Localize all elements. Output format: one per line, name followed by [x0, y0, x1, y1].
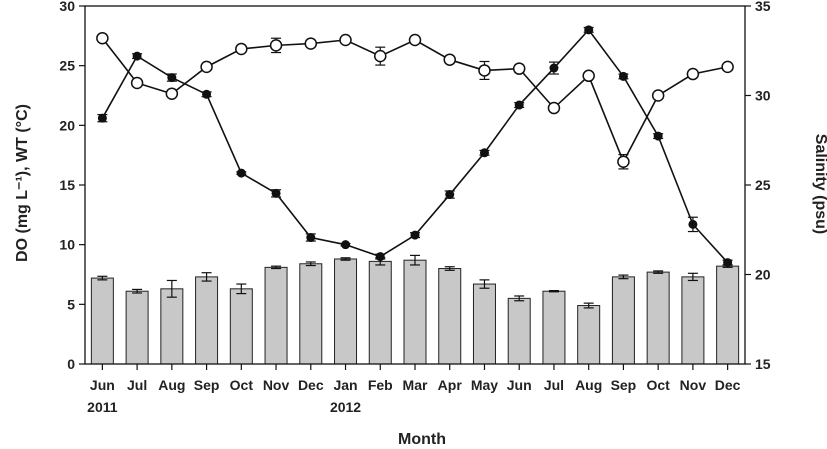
- series-2-point-12: [512, 62, 526, 75]
- bar-14: [577, 305, 601, 365]
- series-2-point-0: [96, 31, 109, 45]
- x-tick-label: Jul: [127, 377, 147, 393]
- bar-1: [125, 290, 149, 365]
- series-2-point-14: [582, 69, 595, 83]
- series-1-point-4: [236, 168, 246, 178]
- x-tick-label: Dec: [298, 377, 324, 393]
- x-tick-label: May: [471, 377, 498, 393]
- x-tick-label: Jun: [507, 377, 532, 393]
- series-1-point-8: [375, 252, 385, 262]
- bar-18: [716, 265, 740, 365]
- series-1-line: [101, 28, 729, 264]
- x-tick-label: Aug: [158, 377, 185, 393]
- series-2-point-5: [269, 39, 283, 52]
- series-2-point-3: [200, 60, 213, 74]
- right-y-axis-title: Salinity (psu): [812, 134, 827, 234]
- series-1-point-11: [479, 148, 489, 158]
- left-tick-label: 25: [59, 58, 75, 74]
- x-axis-title: Month: [398, 431, 446, 448]
- series-1-point-9: [410, 230, 420, 240]
- bar-9: [403, 259, 427, 365]
- series-2-point-10: [443, 53, 456, 66]
- series-2-point-4: [235, 42, 248, 56]
- series-2-point-8: [374, 49, 387, 63]
- series-1-point-2: [167, 73, 177, 83]
- x-tick-label: Oct: [230, 377, 254, 393]
- x-tick-label: Oct: [646, 377, 670, 393]
- bar-7: [334, 258, 358, 365]
- bar-11: [472, 283, 496, 365]
- left-tick-label: 10: [59, 237, 75, 253]
- right-tick-label: 35: [755, 0, 771, 14]
- series-2-point-15: [617, 155, 630, 168]
- bar-12: [507, 297, 531, 365]
- x-tick-label: Feb: [368, 377, 393, 393]
- left-tick-label: 30: [59, 0, 75, 14]
- series-2-point-16: [651, 89, 665, 102]
- right-tick-label: 30: [755, 88, 771, 104]
- x-tick-label: Nov: [680, 377, 707, 393]
- x-tick-label: Sep: [611, 377, 637, 393]
- series-1-point-18: [723, 258, 733, 268]
- bar-5: [264, 266, 288, 365]
- line-series-group: [96, 25, 734, 268]
- bar-10: [438, 268, 462, 365]
- series-1-point-15: [618, 71, 628, 81]
- bar-4: [229, 288, 253, 365]
- series-2-point-17: [686, 67, 700, 81]
- x-tick-label: Mar: [403, 377, 428, 393]
- x-tick-label: Dec: [715, 377, 741, 393]
- series-1-point-7: [341, 240, 351, 250]
- x-tick-label: Aug: [575, 377, 602, 393]
- bar-16: [646, 271, 670, 365]
- right-tick-label: 20: [755, 267, 771, 283]
- series-1-point-0: [97, 113, 107, 123]
- x-tick-label: Jul: [544, 377, 564, 393]
- series-2-point-11: [478, 64, 491, 77]
- series-2-point-18: [721, 60, 734, 74]
- bar-15: [611, 276, 635, 365]
- x-tick-label: Nov: [263, 377, 290, 393]
- series-1-point-14: [584, 25, 594, 35]
- bar-8: [368, 260, 392, 365]
- bar-0: [90, 277, 114, 365]
- series-1-point-6: [306, 233, 316, 243]
- right-tick-label: 25: [755, 177, 771, 193]
- bar-2: [160, 288, 184, 365]
- bar-series-group: [90, 254, 740, 365]
- bar-17: [681, 276, 705, 365]
- series-2-point-13: [547, 101, 561, 115]
- bar-13: [542, 290, 566, 365]
- series-2-point-7: [339, 33, 352, 47]
- left-tick-label: 5: [67, 296, 75, 312]
- x-tick-label: Jun: [90, 377, 115, 393]
- left-tick-label: 20: [59, 117, 75, 133]
- right-tick-label: 15: [755, 356, 771, 372]
- left-y-axis-title: DO (mg L⁻¹), WT (°C): [14, 104, 31, 262]
- bar-3: [195, 276, 219, 365]
- x-tick-label: Sep: [194, 377, 220, 393]
- series-1-point-10: [445, 190, 455, 200]
- x-tick-label: Jan: [333, 377, 357, 393]
- series-1-point-3: [202, 89, 212, 99]
- year-label: 2011: [87, 399, 118, 415]
- left-tick-label: 0: [67, 356, 75, 372]
- x-tick-label: Apr: [438, 377, 463, 393]
- series-2-point-6: [304, 37, 318, 50]
- series-2-point-9: [408, 33, 422, 47]
- series-1-point-13: [549, 63, 559, 73]
- series-1-point-1: [132, 51, 142, 61]
- bar-6: [299, 263, 323, 365]
- axes-group: 0 5 10 15 20 25 30 15 20 25 30 35 Jun Jul Aug Sep Oct Nov…: [59, 0, 770, 415]
- series-2-point-1: [130, 76, 144, 90]
- series-1-point-12: [514, 100, 524, 110]
- left-tick-label: 15: [59, 177, 75, 193]
- year-label: 2012: [330, 399, 361, 415]
- series-1-point-17: [688, 219, 698, 229]
- series-1-point-5: [271, 188, 281, 198]
- series-2-line: [101, 37, 728, 164]
- series-2-point-2: [165, 87, 179, 100]
- series-1-point-16: [653, 131, 663, 141]
